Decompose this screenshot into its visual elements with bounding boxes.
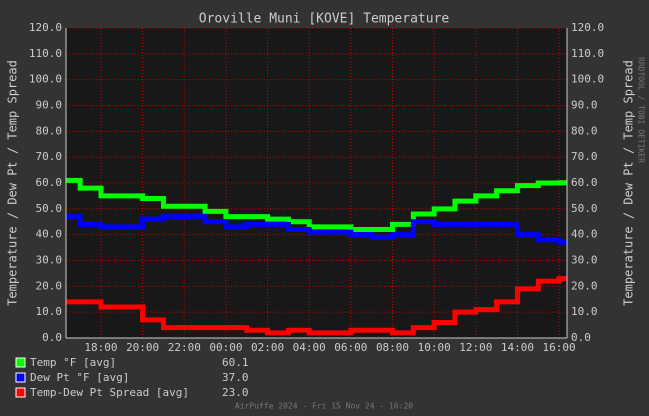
y-tick-label: 90.0 — [36, 99, 63, 112]
chart-title: Oroville Muni [KOVE] Temperature — [199, 12, 450, 27]
y2-tick-label: 10.0 — [571, 305, 598, 318]
y-tick-label: 80.0 — [36, 124, 63, 137]
y2-tick-label: 100.0 — [571, 73, 604, 86]
watermark: RRDTOOL / TOBI OETIKER — [637, 57, 646, 163]
y2-tick-label: 120.0 — [571, 21, 604, 34]
legend-label: Temp °F [avg] — [30, 356, 116, 369]
legend-label: Dew Pt °F [avg] — [30, 371, 129, 384]
x-tick-label: 00:00 — [209, 341, 242, 354]
series-line — [66, 214, 567, 245]
legend-swatch — [15, 387, 26, 398]
y-tick-label: 120.0 — [29, 21, 62, 34]
x-tick-label: 18:00 — [84, 341, 117, 354]
x-tick-label: 14:00 — [501, 341, 534, 354]
x-tick-label: 20:00 — [126, 341, 159, 354]
y-tick-label: 20.0 — [36, 279, 63, 292]
legend-swatch — [15, 357, 26, 368]
y-tick-label: 30.0 — [36, 254, 63, 267]
y2-tick-label: 20.0 — [571, 279, 598, 292]
y2-tick-label: 30.0 — [571, 254, 598, 267]
y2-tick-label: 60.0 — [571, 176, 598, 189]
y2-tick-label: 40.0 — [571, 228, 598, 241]
legend-label: Temp-Dew Pt Spread [avg] — [30, 386, 189, 399]
x-tick-label: 12:00 — [459, 341, 492, 354]
y-tick-label: 110.0 — [29, 47, 62, 60]
y-tick-label: 0.0 — [42, 331, 62, 344]
x-tick-label: 22:00 — [168, 341, 201, 354]
footer: AirPuffe 2024 - Fri 15 Nov 24 - 16:20 — [235, 402, 413, 411]
x-tick-label: 06:00 — [334, 341, 367, 354]
y2-tick-label: 80.0 — [571, 124, 598, 137]
series-line — [66, 177, 567, 232]
x-tick-label: 04:00 — [293, 341, 326, 354]
legend-value: 60.1 — [222, 356, 249, 369]
y-tick-label: 10.0 — [36, 305, 63, 318]
legend-value: 37.0 — [222, 371, 249, 384]
y-tick-label: 40.0 — [36, 228, 63, 241]
x-tick-label: 02:00 — [251, 341, 284, 354]
y2-tick-label: 70.0 — [571, 150, 598, 163]
y2-tick-label: 50.0 — [571, 202, 598, 215]
x-tick-label: 08:00 — [376, 341, 409, 354]
legend-swatch — [15, 372, 26, 383]
y2-tick-label: 110.0 — [571, 47, 604, 60]
y2-axis-label: Temperature / Dew Pt / Temp Spread — [622, 60, 636, 306]
y-tick-label: 100.0 — [29, 73, 62, 86]
y-tick-label: 60.0 — [36, 176, 63, 189]
x-tick-label: 10:00 — [418, 341, 451, 354]
y-tick-label: 50.0 — [36, 202, 63, 215]
y2-tick-label: 0.0 — [571, 331, 591, 344]
y-axis-label: Temperature / Dew Pt / Temp Spread — [6, 60, 20, 306]
series-line — [66, 276, 567, 336]
y-tick-label: 70.0 — [36, 150, 63, 163]
legend: Temp °F [avg] 60.1 Dew Pt °F [avg] 37.0 Temp… — [15, 356, 249, 399]
y2-tick-label: 90.0 — [571, 99, 598, 112]
x-tick-label: 16:00 — [543, 341, 576, 354]
legend-value: 23.0 — [222, 386, 249, 399]
